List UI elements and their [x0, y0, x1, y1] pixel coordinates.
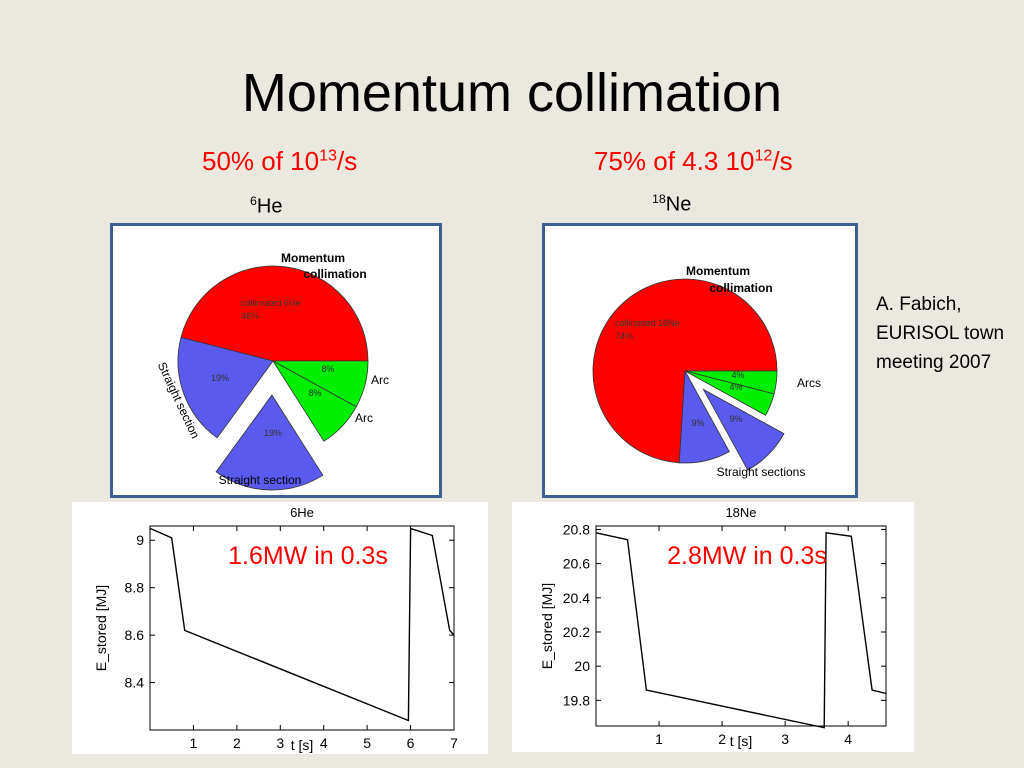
left-rate-header: 50% of 1013/s: [202, 146, 358, 176]
pie-annotation-arc: Arc: [371, 373, 389, 387]
slide-title: Momentum collimation: [241, 63, 783, 123]
ne18-energy-plot: 18Ne 1 2 3 4 19.8 20 20.2 20.4 20.6 20.8 t [s] E_sto…: [539, 505, 887, 749]
plot-frame: [149, 525, 455, 731]
x-tick-label: 1: [190, 735, 198, 751]
pie-slice-percent: 74%: [615, 331, 633, 341]
he6-energy-plot-box: 6He 1 2 3 4 5 6 7 8.4 8.6 8.8 9 t [s] E_stored [MJ] 1.…: [72, 502, 488, 754]
x-tick-label: 1: [655, 731, 663, 747]
pie-annotation-arc: Arc: [355, 411, 373, 425]
y-tick-label: 9: [136, 532, 144, 548]
pie-title-line-2: collimation: [709, 281, 772, 295]
y-tick-label: 20.6: [563, 556, 590, 572]
pie-slice: [215, 394, 324, 491]
x-tick-label: 6: [407, 735, 415, 751]
credit-line-2: EURISOL town: [876, 323, 1005, 344]
he6-pie-chart: collimated 6He 46% 8% 8% 19% 19% Momentum colli…: [155, 251, 389, 491]
x-tick-label: 2: [233, 735, 241, 751]
y-tick-label: 20: [574, 658, 590, 674]
he6-energy-plot: 6He 1 2 3 4 5 6 7 8.4 8.6 8.8 9 t [s] E_stored [MJ] 1.…: [93, 505, 458, 753]
y-tick-label: 8.8: [125, 580, 145, 596]
pie-slice-percent: 19%: [264, 428, 282, 438]
pie-slice-percent: 46%: [241, 311, 259, 321]
ne18-pie-chart: collimated 18Ne 74% 4% 4% 9% 9% Momentum collim…: [592, 264, 821, 479]
x-tick-label: 2: [718, 731, 726, 747]
pie-slice-percent: 4%: [731, 370, 744, 380]
x-axis-label: t [s]: [291, 737, 314, 753]
pie-slice-label: collimated 18Ne: [615, 318, 680, 328]
pie-slice-percent: 8%: [308, 388, 321, 398]
plot-frame: [595, 525, 887, 727]
pie-annotation-arc: Arcs: [797, 376, 821, 390]
x-tick-label: 3: [276, 735, 284, 751]
he6-pie-panel: collimated 6He 46% 8% 8% 19% 19% Momentum colli…: [110, 223, 442, 498]
y-tick-label: 8.6: [125, 627, 145, 643]
x-tick-label: 7: [450, 735, 458, 751]
pie-slice-percent: 19%: [211, 373, 229, 383]
pie-slice: [678, 369, 730, 464]
x-axis-label: t [s]: [730, 733, 753, 749]
right-rate-header: 75% of 4.3 1012/s: [594, 146, 793, 176]
pie-title-line-2: collimation: [303, 267, 366, 281]
ne18-pie-panel: collimated 18Ne 74% 4% 4% 9% 9% Momentum collim…: [542, 223, 858, 498]
pie-title-line-1: Momentum: [686, 264, 750, 278]
left-nuclide-label: 6He: [250, 194, 283, 218]
pie-slice-percent: 8%: [321, 364, 334, 374]
pie-title-line-1: Momentum: [281, 251, 345, 265]
right-nuclide-label: 18Ne: [652, 192, 692, 216]
pie-annotation-straight: Straight sections: [717, 465, 806, 479]
pie-slice: [702, 388, 785, 471]
x-tick-label: 4: [320, 735, 328, 751]
pie-slice: [272, 360, 357, 442]
y-tick-label: 20.2: [563, 624, 590, 640]
pie-annotation-straight: Straight section: [219, 473, 302, 487]
y-tick-label: 20.8: [563, 521, 590, 537]
pie-slice-percent: 9%: [691, 418, 704, 428]
x-tick-label: 5: [363, 735, 371, 751]
power-annotation: 1.6MW in 0.3s: [228, 542, 388, 570]
plot-title: 6He: [290, 505, 314, 520]
credit-line-3: meeting 2007: [876, 352, 992, 373]
pie-slice: [180, 265, 369, 362]
pie-slice-percent: 9%: [729, 414, 742, 424]
y-tick-label: 20.4: [563, 590, 590, 606]
pie-slice-percent: 4%: [729, 382, 742, 392]
power-annotation: 2.8MW in 0.3s: [667, 542, 827, 570]
x-tick-label: 4: [844, 731, 852, 747]
pie-slice: [177, 336, 274, 439]
energy-series-line: [595, 531, 887, 729]
ne18-energy-plot-box: 18Ne 1 2 3 4 19.8 20 20.2 20.4 20.6 20.8 t [s] E_sto…: [512, 502, 914, 752]
pie-slice-label: collimated 6He: [241, 298, 301, 308]
y-axis-label: E_stored [MJ]: [93, 585, 109, 671]
y-tick-label: 19.8: [563, 692, 590, 708]
y-tick-label: 8.4: [125, 675, 145, 691]
energy-series-line: [149, 527, 455, 722]
x-tick-label: 3: [781, 731, 789, 747]
pie-slice: [684, 370, 775, 416]
y-axis-label: E_stored [MJ]: [539, 583, 555, 669]
credit-line-1: A. Fabich,: [876, 294, 962, 315]
plot-title: 18Ne: [725, 505, 756, 520]
credit-note: A. Fabich, EURISOL town meeting 2007: [876, 290, 1004, 377]
